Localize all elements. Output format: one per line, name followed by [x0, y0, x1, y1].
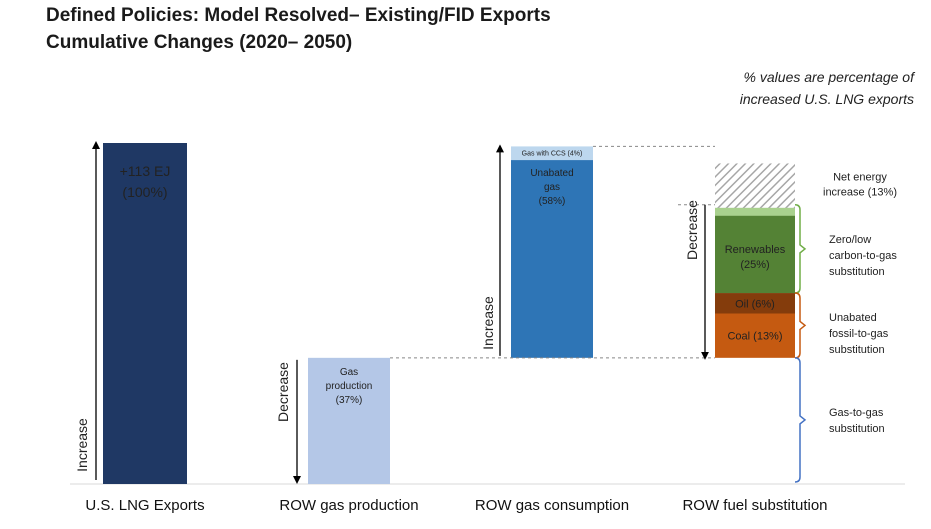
- chart-marks: +113 EJ (100%) Gas production (37%) Unabated g…: [74, 141, 897, 484]
- bracket-1-label-line-3: substitution: [829, 344, 885, 356]
- bar-renewables: [715, 207, 795, 294]
- bar-unabated-gas-label-line-2: gas: [544, 182, 560, 193]
- category-label-production: ROW gas production: [279, 497, 418, 514]
- bar-renewables-light-band: [715, 207, 795, 216]
- bracket-0-label-line-2: carbon-to-gas: [829, 250, 897, 262]
- bar-gas-production-label-line-3: (37%): [336, 395, 363, 406]
- note-line-2: increased U.S. LNG exports: [740, 91, 914, 107]
- bar-net-energy-label-line-1: Net energy: [833, 171, 887, 183]
- bar-oil-label-line-1: Oil (6%): [735, 298, 775, 310]
- category-label-substitution: ROW fuel substitution: [682, 497, 827, 514]
- bracket-zero-low: [794, 204, 807, 294]
- bracket-gas-to-gas: [794, 357, 807, 483]
- arrow-consumption-increase-label: Increase: [480, 296, 496, 350]
- bar-renewables-label-line-2: (25%): [740, 259, 769, 271]
- arrow-lng-increase-label: Increase: [74, 418, 90, 472]
- bracket-0-label-line-1: Zero/low: [829, 234, 871, 246]
- bracket-1-label-line-1: Unabated: [829, 312, 877, 324]
- category-label-lng: U.S. LNG Exports: [85, 497, 204, 514]
- bar-lng-exports-label-line-2: (100%): [122, 184, 167, 200]
- bar-gas-production-label-line-1: Gas: [340, 367, 358, 378]
- chart-title-line-1: Defined Policies: Model Resolved– Existi…: [46, 5, 551, 26]
- bar-unabated-gas-label-line-3: (58%): [539, 196, 566, 207]
- chart-title-line-2: Cumulative Changes (2020– 2050): [46, 32, 352, 53]
- bar-oil: [715, 293, 795, 314]
- bracket-0-label-line-3: substitution: [829, 266, 885, 278]
- bar-net-energy: [715, 163, 795, 208]
- arrow-production-decrease-label: Decrease: [275, 362, 291, 422]
- bar-coal-label-line-1: Coal (13%): [727, 331, 782, 343]
- bar-lng-exports: [103, 143, 187, 484]
- bar-unabated-gas-label-line-1: Unabated: [530, 168, 573, 179]
- bar-gas-with-ccs-label-line-1: Gas with CCS (4%): [522, 150, 583, 157]
- bracket-fossil: [794, 292, 807, 359]
- bar-gas-with-ccs: [511, 146, 593, 161]
- bracket-2-label-line-2: substitution: [829, 423, 885, 435]
- bar-unabated-gas: [511, 160, 593, 358]
- bar-renewables-label-line-1: Renewables: [725, 244, 786, 256]
- bracket-1-label-line-2: fossil-to-gas: [829, 328, 889, 340]
- bar-coal: [715, 313, 795, 358]
- bracket-2-label-line-1: Gas-to-gas: [829, 407, 884, 419]
- bar-net-energy-label-line-2: increase (13%): [823, 186, 897, 198]
- bar-gas-production: [308, 357, 390, 484]
- bar-gas-production-label-line-2: production: [326, 381, 373, 392]
- arrow-substitution-decrease-label: Decrease: [684, 200, 700, 260]
- note-line-1: % values are percentage of: [744, 69, 917, 85]
- bar-lng-exports-label-line-1: +113 EJ: [120, 163, 171, 179]
- category-label-consumption: ROW gas consumption: [475, 497, 629, 514]
